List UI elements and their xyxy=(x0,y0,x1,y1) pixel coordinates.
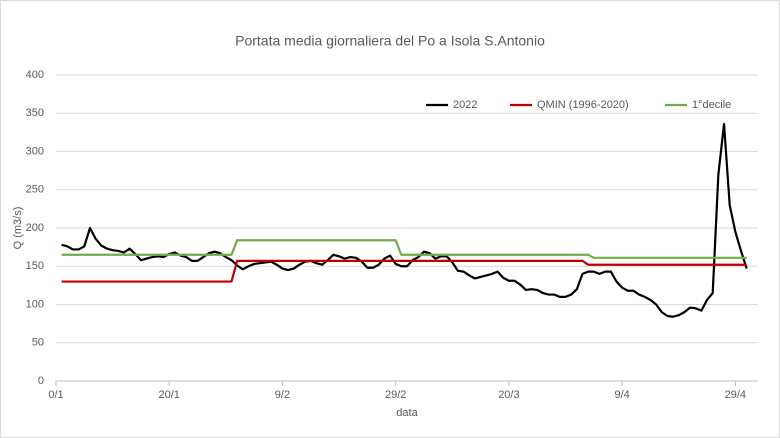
y-tick-label: 250 xyxy=(26,184,44,196)
legend-label: QMIN (1996-2020) xyxy=(537,99,629,111)
y-tick-label: 400 xyxy=(26,69,44,81)
x-axis-title: data xyxy=(396,407,418,419)
y-tick-label: 300 xyxy=(26,145,44,157)
x-tick-label: 9/2 xyxy=(275,389,290,401)
y-tick-label: 200 xyxy=(26,222,44,234)
x-tick-label: 29/2 xyxy=(385,389,406,401)
y-axis-title: Q (m3/s) xyxy=(12,207,24,250)
x-tick-label: 20/3 xyxy=(498,389,519,401)
y-tick-label: 100 xyxy=(26,298,44,310)
chart-title: Portata media giornaliera del Po a Isola… xyxy=(235,33,545,49)
legend-label: 2022 xyxy=(453,99,477,111)
y-tick-label: 0 xyxy=(38,375,44,387)
x-tick-label: 29/4 xyxy=(725,389,746,401)
y-tick-label: 350 xyxy=(26,107,44,119)
legend-label: 1°decile xyxy=(692,99,731,111)
series-line xyxy=(61,259,747,283)
x-tick-label: 20/1 xyxy=(159,389,180,401)
x-tick-label: 0/1 xyxy=(48,389,63,401)
series-line xyxy=(61,122,748,318)
y-tick-label: 150 xyxy=(26,260,44,272)
series-line xyxy=(61,239,747,259)
y-tick-label: 50 xyxy=(32,337,44,349)
x-tick-label: 9/4 xyxy=(614,389,629,401)
